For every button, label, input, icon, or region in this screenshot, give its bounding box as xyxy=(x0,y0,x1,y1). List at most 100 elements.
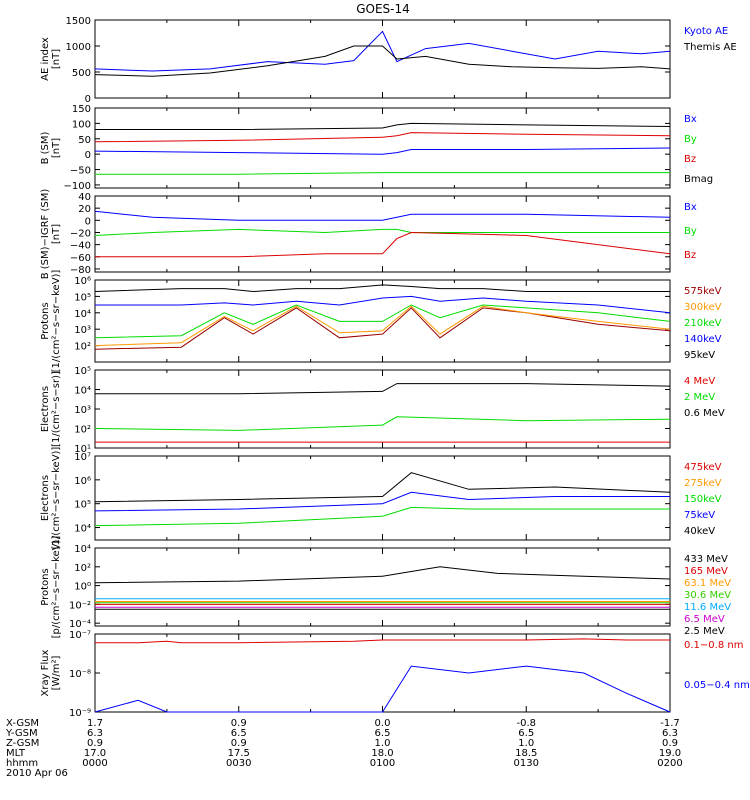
y-tick-label: 10⁴ xyxy=(74,524,91,535)
series-line-95kev xyxy=(94,284,670,293)
legend-entry: 4 MeV xyxy=(684,376,715,387)
y-axis-label: [nT] xyxy=(51,49,62,69)
y-tick-label: 0 xyxy=(85,216,91,227)
panel-frame xyxy=(94,547,671,627)
legend-entry: 300keV xyxy=(684,302,722,313)
y-axis-label: B (SM) xyxy=(40,131,51,164)
orbit-value: 18.5 xyxy=(515,748,537,759)
y-tick-label: 20 xyxy=(78,204,91,215)
y-axis-label: Protons xyxy=(40,568,51,605)
orbit-value: 0.9 xyxy=(231,738,247,749)
legend-entry: 150keV xyxy=(684,494,722,505)
legend-entry: 0.05−0.4 nm xyxy=(684,680,750,691)
y-tick-label: 10⁻⁹ xyxy=(69,708,91,719)
y-tick-label: −60 xyxy=(70,253,91,264)
panel-frame xyxy=(94,195,671,273)
orbit-value: 19.0 xyxy=(659,748,681,759)
y-tick-label: 40 xyxy=(78,192,91,203)
panel-frame xyxy=(94,107,671,189)
panel-frame xyxy=(94,369,671,449)
orbit-value: 6.5 xyxy=(231,728,247,739)
y-axis-label: Electrons xyxy=(40,386,51,432)
series-line-2-mev xyxy=(94,416,671,431)
series-line-0-1-0-8-nm xyxy=(95,638,670,644)
orbit-row-label: Z-GSM xyxy=(6,738,39,749)
legend-entry: 475keV xyxy=(684,462,722,473)
orbit-row-label: hhmm xyxy=(6,758,38,769)
y-axis-label: [1/(cm²−s−sr)] xyxy=(51,371,62,447)
orbit-value: 0.9 xyxy=(662,738,678,749)
y-axis-label: [nT] xyxy=(51,224,62,244)
y-axis-label: B (SM)−IGRF (SM) xyxy=(40,189,51,280)
series-line-bx xyxy=(94,147,671,155)
orbit-value: -0.8 xyxy=(516,718,536,729)
y-axis-label: Xray Flux xyxy=(40,649,51,696)
orbit-value: 0130 xyxy=(514,758,539,769)
y-tick-label: 10⁶ xyxy=(74,276,91,287)
y-axis-label: [W/m²] xyxy=(51,655,62,690)
series-line-0-05-0-4-nm xyxy=(94,665,671,713)
legend-entry: 0.6 MeV xyxy=(684,408,725,419)
y-tick-label: 150 xyxy=(72,104,91,115)
y-tick-label: 0 xyxy=(85,94,91,105)
legend-entry: 75keV xyxy=(684,510,715,521)
y-tick-label: 1000 xyxy=(66,42,91,53)
y-axis-label: AE index xyxy=(40,37,51,81)
series-line-210kev xyxy=(94,304,671,339)
y-tick-label: 500 xyxy=(72,68,91,79)
orbit-value: 0100 xyxy=(370,758,395,769)
date-label: 2010 Apr 06 xyxy=(6,768,68,779)
legend-entry: Bx xyxy=(684,114,697,125)
legend-entry: By xyxy=(684,134,697,145)
orbit-value: 0200 xyxy=(657,758,682,769)
y-tick-label: 100 xyxy=(72,119,91,130)
orbit-value: 0.0 xyxy=(375,718,391,729)
legend-entry: Bz xyxy=(684,154,696,165)
series-line-kyoto-ae xyxy=(94,30,671,72)
legend-entry: Bx xyxy=(684,202,697,213)
y-tick-label: 10² xyxy=(74,563,91,574)
y-tick-label: 10⁻⁷ xyxy=(69,630,91,641)
series-line-300kev xyxy=(94,305,671,347)
legend-entry: Themis AE xyxy=(683,42,737,53)
y-tick-label: 10⁶ xyxy=(74,476,91,487)
orbit-row-label: X-GSM xyxy=(6,718,39,729)
panel-bsm: −100 −50 0 50 100 150 B (SM) [nT] Bx By Bz Bmag xyxy=(40,104,713,192)
y-tick-label: 50 xyxy=(78,135,91,146)
orbit-value: 0000 xyxy=(82,758,107,769)
y-tick-label: 10⁻⁴ xyxy=(69,619,91,630)
y-tick-label: 10³ xyxy=(74,405,91,416)
y-tick-label: 10⁵ xyxy=(74,292,91,303)
y-tick-label: 10² xyxy=(74,342,91,353)
orbit-value: 1.0 xyxy=(375,738,391,749)
panel-ae: 0 500 1000 1500 AE index [nT] Kyoto AE Themis A… xyxy=(40,16,737,105)
panel-electrons_mev: 10¹ 10² 10³ 10⁴ 10⁵ Electrons [1/(cm²−s−sr)] 4 … xyxy=(40,366,725,455)
orbit-value: 6.3 xyxy=(662,728,678,739)
legend-entry: 11.6 MeV xyxy=(684,602,731,613)
legend-entry: 210keV xyxy=(684,318,722,329)
series-line-433-mev xyxy=(94,566,671,584)
legend-entry: Bmag xyxy=(684,174,713,185)
y-axis-label: [1/(cm²−s−sr−keV)] xyxy=(51,270,62,373)
orbit-row-label: MLT xyxy=(6,748,26,759)
y-tick-label: 10⁴ xyxy=(74,544,91,555)
orbit-value: 0.9 xyxy=(231,718,247,729)
panel-frame xyxy=(94,455,671,541)
y-tick-label: 10¹ xyxy=(74,444,91,455)
series-line-bz xyxy=(95,231,671,258)
legend-entry: 140keV xyxy=(684,334,722,345)
legend-entry: 433 MeV xyxy=(684,554,728,565)
series-line-bmag xyxy=(95,122,671,130)
y-tick-label: 10³ xyxy=(74,325,91,336)
y-tick-label: −80 xyxy=(70,265,91,276)
series-line-by xyxy=(95,172,670,175)
series-line-by xyxy=(94,228,670,236)
y-tick-label: −20 xyxy=(70,228,91,239)
panel-xray: 10⁻⁹ 10⁻⁸ 10⁻⁷ Xray Flux [W/m²] 0.1−0.8 nm 0.0… xyxy=(40,630,750,719)
legend-entry: By xyxy=(684,226,697,237)
legend-entry: 30.6 MeV xyxy=(684,590,731,601)
legend-entry: 0.1−0.8 nm xyxy=(684,640,743,651)
legend-entry: 95keV xyxy=(684,350,715,361)
orbit-value: 6.5 xyxy=(518,728,534,739)
